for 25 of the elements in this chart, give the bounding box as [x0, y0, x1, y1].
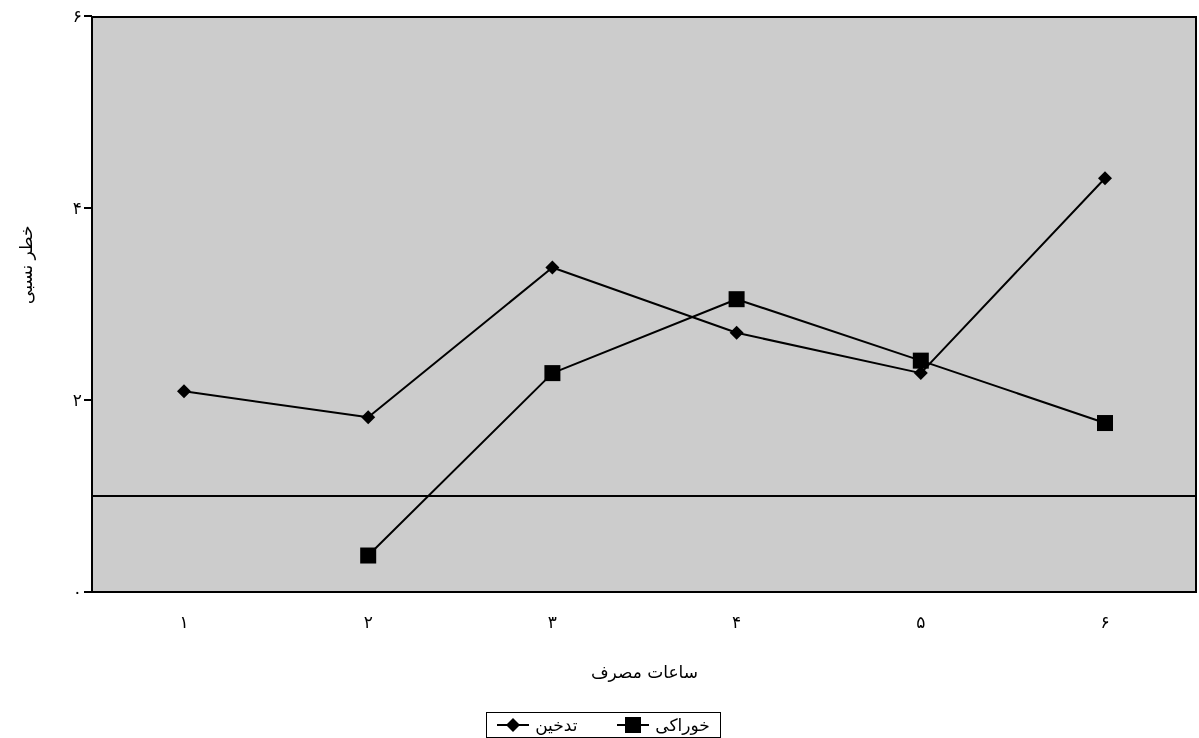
legend-label: تدخین — [535, 715, 578, 735]
x-tick-label: ۶ — [1100, 612, 1110, 633]
point — [1098, 171, 1112, 186]
point — [544, 365, 561, 382]
x-tick-label: ۲ — [363, 612, 373, 633]
point — [913, 366, 928, 381]
point — [545, 260, 560, 275]
x-axis-title: ساعات مصرف — [590, 662, 699, 682]
point — [360, 547, 377, 564]
point — [912, 352, 929, 369]
y-tick-label: ۴ — [72, 198, 82, 219]
y-tick-label: ۲ — [72, 390, 82, 411]
point — [1097, 415, 1113, 432]
legend-label: خوراکی — [655, 715, 710, 735]
point — [729, 325, 744, 340]
y-tick-label: ۶ — [72, 6, 82, 27]
point — [177, 384, 191, 399]
point — [728, 291, 745, 308]
x-tick-label: ۴ — [732, 612, 742, 633]
y-axis-title: خطر نسبی — [16, 225, 37, 304]
x-tick-label: ۳ — [547, 612, 557, 633]
point — [361, 410, 376, 425]
x-tick-label: ۵ — [916, 612, 926, 633]
y-tick-label: ۰ — [72, 582, 82, 603]
x-tick-label: ۱ — [179, 612, 189, 633]
